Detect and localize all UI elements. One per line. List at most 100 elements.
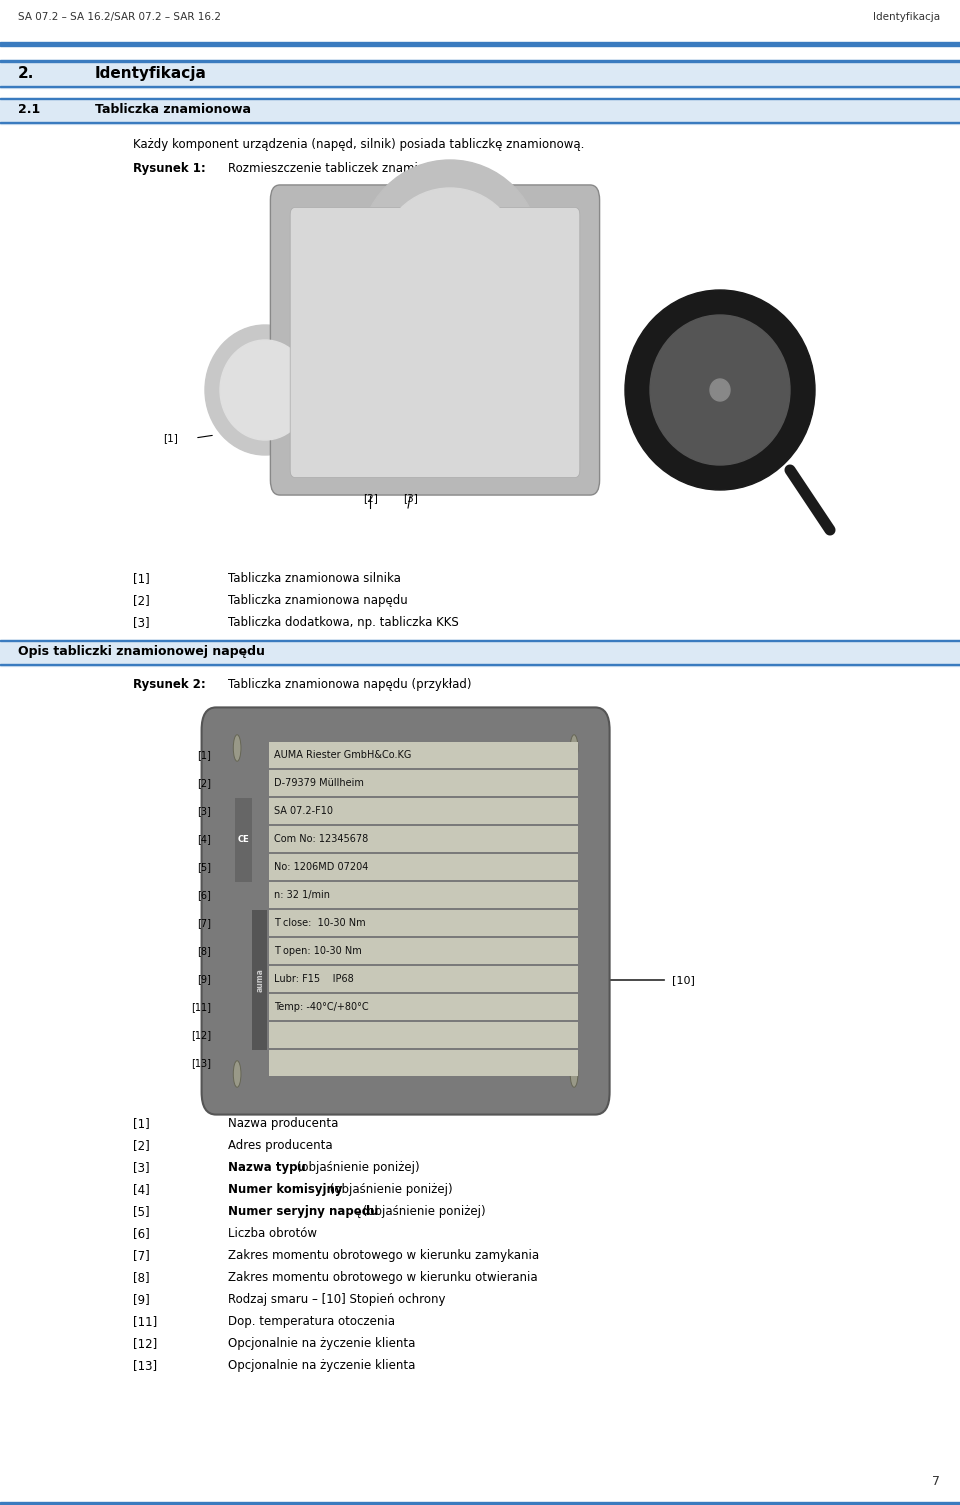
Text: T open: 10-30 Nm: T open: 10-30 Nm (274, 947, 361, 956)
Text: Liczba obrotów: Liczba obrotów (228, 1227, 317, 1240)
Text: [1]: [1] (198, 749, 211, 760)
Bar (252, 911, 267, 1050)
Text: [2]: [2] (197, 778, 211, 789)
Text: [3]: [3] (403, 494, 418, 503)
Text: Tabliczka znamionowa napędu (przykład): Tabliczka znamionowa napędu (przykład) (228, 677, 471, 691)
Text: Lubr: F15    IP68: Lubr: F15 IP68 (274, 974, 353, 984)
Text: [6]: [6] (198, 889, 211, 900)
Text: Rysunek 2:: Rysunek 2: (133, 677, 205, 691)
Text: Nazwa producenta: Nazwa producenta (228, 1117, 338, 1130)
Text: Rozmieszczenie tabliczek znamionowych: Rozmieszczenie tabliczek znamionowych (228, 163, 470, 175)
Text: 7: 7 (932, 1475, 940, 1488)
Ellipse shape (205, 325, 325, 455)
Text: [1]: [1] (133, 572, 150, 585)
Text: 2.: 2. (18, 66, 35, 81)
FancyBboxPatch shape (271, 185, 600, 495)
Text: Rodzaj smaru – [10] Stopień ochrony: Rodzaj smaru – [10] Stopień ochrony (228, 1293, 445, 1306)
Text: [6]: [6] (133, 1227, 150, 1240)
Text: [11]: [11] (191, 1002, 211, 1011)
Text: SA 07.2-F10: SA 07.2-F10 (274, 807, 332, 816)
Ellipse shape (710, 379, 730, 400)
Text: [5]: [5] (133, 1206, 150, 1218)
Text: [4]: [4] (198, 834, 211, 844)
Text: [13]: [13] (133, 1359, 157, 1373)
Text: [11]: [11] (133, 1315, 157, 1327)
Text: [2]: [2] (363, 494, 378, 503)
Text: Opis tabliczki znamionowej napędu: Opis tabliczki znamionowej napędu (18, 646, 265, 658)
Bar (269, 938, 578, 965)
Bar (269, 742, 578, 768)
Text: [1]: [1] (163, 433, 178, 442)
Bar (0, 1502, 960, 1505)
Text: [2]: [2] (133, 594, 150, 607)
FancyBboxPatch shape (290, 208, 580, 477)
Ellipse shape (233, 1061, 241, 1087)
Bar (269, 882, 578, 908)
Text: Adres producenta: Adres producenta (228, 1139, 332, 1151)
Ellipse shape (650, 315, 790, 465)
Text: T close:  10-30 Nm: T close: 10-30 Nm (274, 918, 365, 929)
Bar (0, 42, 960, 47)
Text: Zakres momentu obrotowego w kierunku otwierania: Zakres momentu obrotowego w kierunku otw… (228, 1272, 538, 1284)
Text: (objaśnienie poniżej): (objaśnienie poniżej) (358, 1206, 485, 1218)
Text: 2.1: 2.1 (18, 102, 40, 116)
Text: [13]: [13] (191, 1058, 211, 1069)
Text: [10]: [10] (672, 975, 695, 984)
Ellipse shape (360, 160, 540, 340)
Bar (269, 771, 578, 796)
Bar (235, 798, 252, 882)
Text: No: 1206MD 07204: No: 1206MD 07204 (274, 862, 368, 871)
Text: Nazwa typu: Nazwa typu (228, 1160, 305, 1174)
Text: auma: auma (255, 968, 264, 992)
Bar (269, 1050, 578, 1076)
Text: Com No: 12345678: Com No: 12345678 (274, 834, 368, 844)
Text: Identyfikacja: Identyfikacja (873, 12, 940, 23)
Text: D-79379 Müllheim: D-79379 Müllheim (274, 778, 364, 789)
Text: [9]: [9] (198, 974, 211, 984)
Bar (269, 966, 578, 992)
Text: Opcjonalnie na życzenie klienta: Opcjonalnie na życzenie klienta (228, 1336, 416, 1350)
Text: [9]: [9] (133, 1293, 150, 1306)
Text: CE: CE (238, 835, 250, 844)
Bar (0, 98, 960, 123)
Bar (269, 1022, 578, 1047)
Text: Każdy komponent urządzenia (napęd, silnik) posiada tabliczkę znamionową.: Każdy komponent urządzenia (napęd, silni… (133, 138, 585, 151)
Bar (269, 853, 578, 880)
Text: [12]: [12] (133, 1336, 157, 1350)
Text: [8]: [8] (198, 947, 211, 956)
Text: [7]: [7] (197, 918, 211, 929)
Ellipse shape (380, 188, 520, 328)
Text: [2]: [2] (133, 1139, 150, 1151)
Text: Tabliczka znamionowa silnika: Tabliczka znamionowa silnika (228, 572, 401, 585)
Text: Numer komisyjny: Numer komisyjny (228, 1183, 343, 1196)
Text: [12]: [12] (191, 1029, 211, 1040)
Bar (269, 993, 578, 1020)
Text: (objaśnienie poniżej): (objaśnienie poniżej) (294, 1160, 420, 1174)
Text: [3]: [3] (198, 807, 211, 816)
Text: (objaśnienie poniżej): (objaśnienie poniżej) (325, 1183, 452, 1196)
Text: [8]: [8] (133, 1272, 150, 1284)
Bar (269, 911, 578, 936)
Text: Temp: -40°C/+80°C: Temp: -40°C/+80°C (274, 1002, 369, 1011)
Text: Tabliczka dodatkowa, np. tabliczka KKS: Tabliczka dodatkowa, np. tabliczka KKS (228, 616, 459, 629)
Bar (0, 640, 960, 667)
Text: SA 07.2 – SA 16.2/SAR 07.2 – SAR 16.2: SA 07.2 – SA 16.2/SAR 07.2 – SAR 16.2 (18, 12, 221, 23)
Bar (0, 60, 960, 87)
Text: [4]: [4] (133, 1183, 150, 1196)
Ellipse shape (220, 340, 310, 439)
Text: [3]: [3] (133, 616, 150, 629)
Text: Dop. temperatura otoczenia: Dop. temperatura otoczenia (228, 1315, 395, 1327)
Text: n: 32 1/min: n: 32 1/min (274, 889, 329, 900)
Text: Opcjonalnie na życzenie klienta: Opcjonalnie na życzenie klienta (228, 1359, 416, 1373)
Bar (269, 798, 578, 825)
Bar (160, 178, 880, 555)
Text: [1]: [1] (133, 1117, 150, 1130)
Ellipse shape (570, 734, 578, 762)
Ellipse shape (570, 1061, 578, 1087)
Ellipse shape (625, 290, 815, 491)
Text: [5]: [5] (197, 862, 211, 871)
Text: Tabliczka znamionowa napędu: Tabliczka znamionowa napędu (228, 594, 408, 607)
Text: Identyfikacja: Identyfikacja (95, 66, 206, 81)
Text: Rysunek 1:: Rysunek 1: (133, 163, 205, 175)
Text: Tabliczka znamionowa: Tabliczka znamionowa (95, 102, 251, 116)
